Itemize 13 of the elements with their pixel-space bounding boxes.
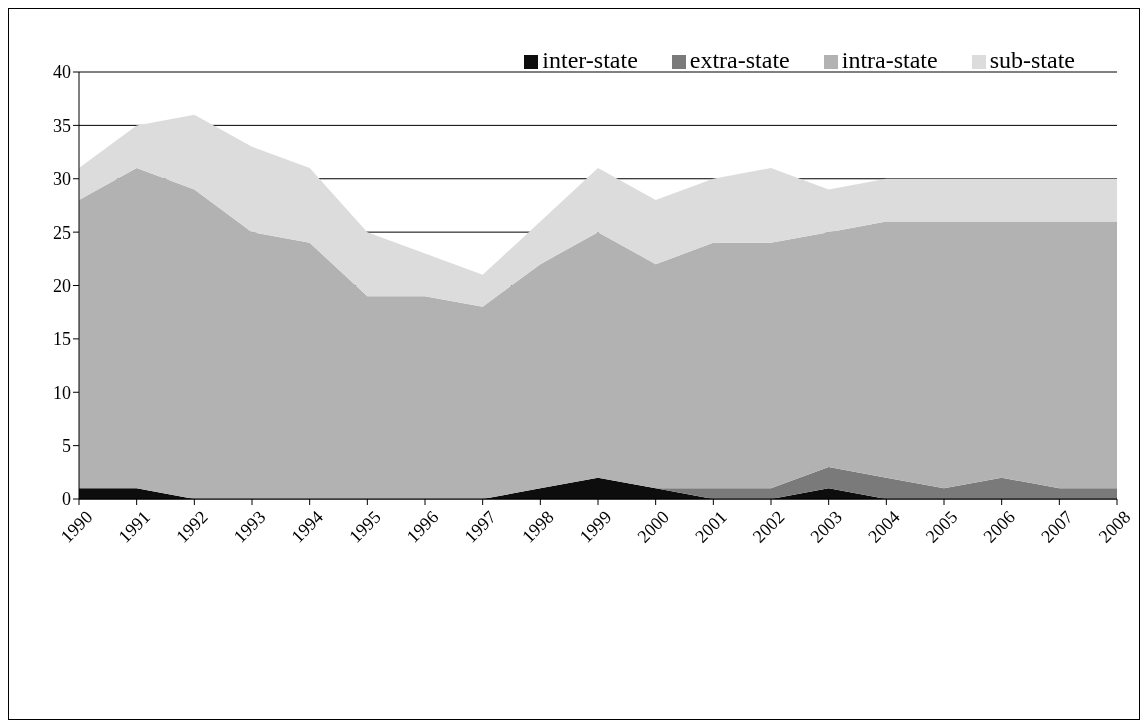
y-tick-label: 25 xyxy=(53,222,71,243)
y-tick-label: 15 xyxy=(53,329,71,350)
y-tick-label: 35 xyxy=(53,115,71,136)
y-tick-label: 20 xyxy=(53,275,71,296)
y-tick-label: 10 xyxy=(53,382,71,403)
legend-label: extra-state xyxy=(689,47,790,73)
legend-label: inter-state xyxy=(542,47,638,73)
legend-label: sub-state xyxy=(989,47,1075,73)
legend-label: intra-state xyxy=(841,47,938,73)
y-tick-label: 0 xyxy=(62,489,71,510)
y-tick-label: 40 xyxy=(53,62,71,83)
y-tick-label: 5 xyxy=(62,436,71,457)
y-tick-label: 30 xyxy=(53,169,71,190)
